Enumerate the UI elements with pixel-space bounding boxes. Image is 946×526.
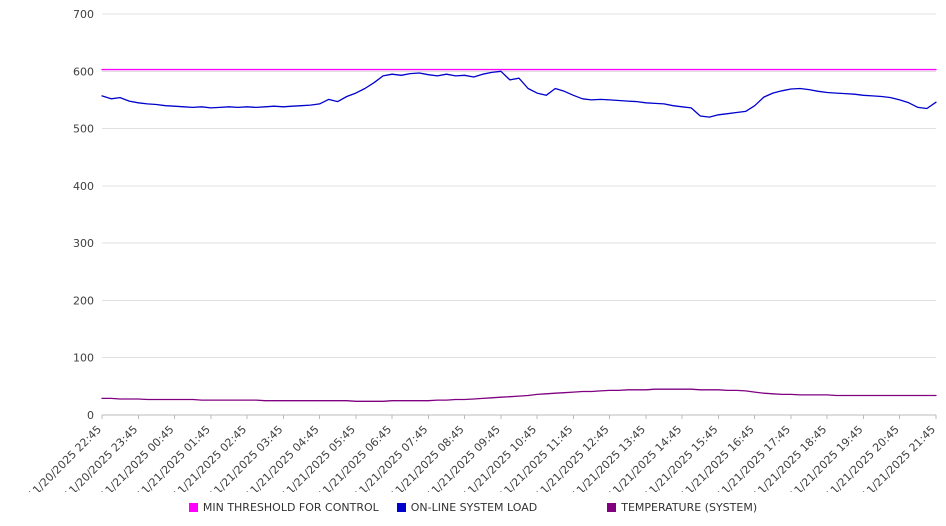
series-line-on-line-system-load bbox=[101, 70, 937, 118]
legend-label-temperature-system: TEMPERATURE (SYSTEM) bbox=[621, 500, 758, 514]
legend-swatch-temperature-system bbox=[607, 502, 617, 512]
legend-swatch-min-threshold-for-control bbox=[188, 502, 198, 512]
y-tick-label: 200 bbox=[73, 294, 94, 307]
legend-item-on-line-system-load[interactable]: ON-LINE SYSTEM LOAD bbox=[396, 500, 538, 514]
legend-label-min-threshold-for-control: MIN THRESHOLD FOR CONTROL bbox=[202, 500, 379, 514]
y-tick-label: 500 bbox=[73, 123, 94, 136]
legend-label-on-line-system-load: ON-LINE SYSTEM LOAD bbox=[410, 500, 538, 514]
y-tick-label: 600 bbox=[73, 65, 94, 78]
legend: MIN THRESHOLD FOR CONTROL ON-LINE SYSTEM … bbox=[0, 492, 946, 522]
legend-item-min-threshold-for-control[interactable]: MIN THRESHOLD FOR CONTROL bbox=[188, 500, 379, 514]
legend-swatch-on-line-system-load bbox=[396, 502, 406, 512]
series-line-temperature-system bbox=[101, 388, 937, 402]
y-tick-label: 700 bbox=[73, 8, 94, 21]
y-tick-label: 300 bbox=[73, 237, 94, 250]
y-tick-label: 400 bbox=[73, 180, 94, 193]
x-tick-label: 11/20/2025 22:45 bbox=[25, 423, 104, 492]
y-tick-label: 0 bbox=[87, 409, 94, 422]
legend-item-temperature-system[interactable]: TEMPERATURE (SYSTEM) bbox=[607, 501, 757, 514]
y-tick-label: 100 bbox=[73, 352, 94, 365]
